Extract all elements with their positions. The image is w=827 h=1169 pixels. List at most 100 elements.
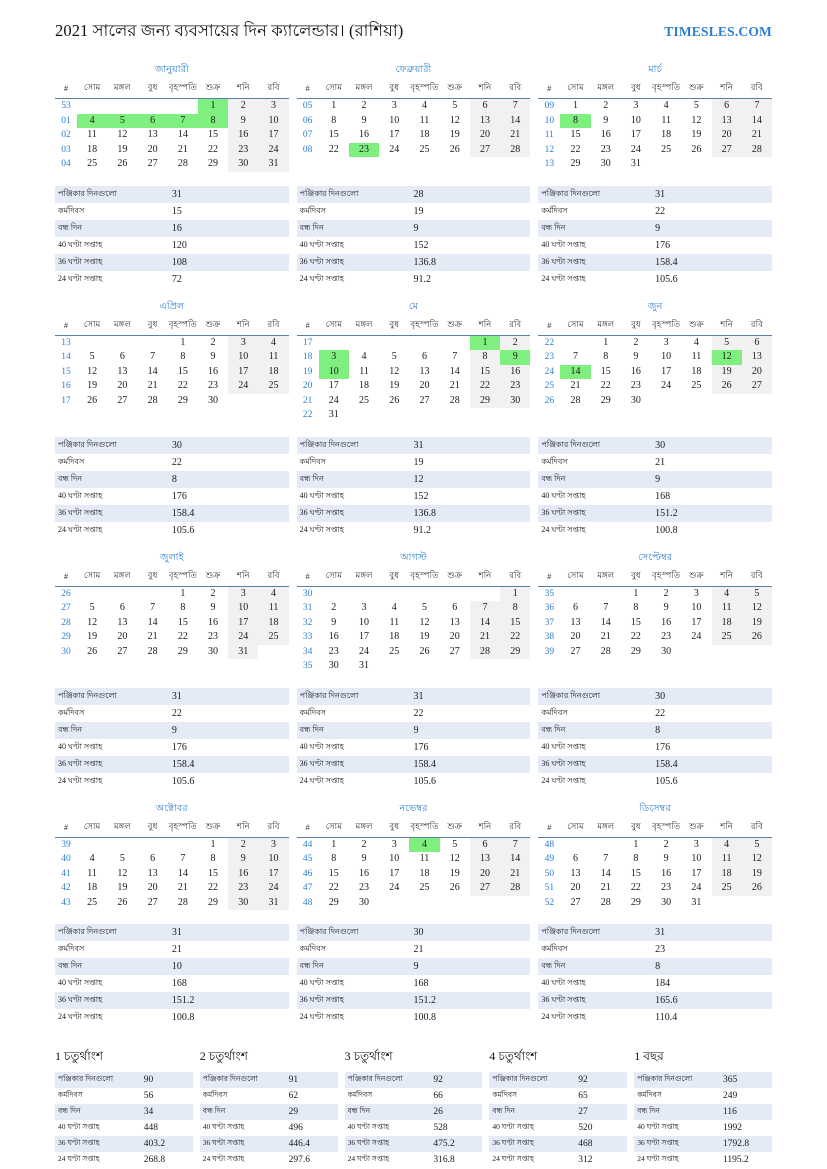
day-cell[interactable]: 18 bbox=[691, 365, 702, 377]
day-cell[interactable]: 20 bbox=[570, 882, 581, 893]
day-cell[interactable]: 20 bbox=[741, 364, 773, 379]
day-cell[interactable]: 30 bbox=[328, 660, 339, 671]
day-cell[interactable]: 2 bbox=[228, 837, 259, 852]
day-cell[interactable]: 16 bbox=[359, 867, 370, 879]
day-cell[interactable]: 27 bbox=[117, 645, 128, 657]
day-cell[interactable]: 2 bbox=[210, 336, 216, 348]
day-cell[interactable]: 19 bbox=[117, 882, 128, 893]
day-cell[interactable]: 10 bbox=[389, 114, 400, 126]
day-cell[interactable]: 13 bbox=[147, 867, 158, 879]
day-cell[interactable]: 14 bbox=[600, 867, 611, 879]
day-cell[interactable]: 27 bbox=[741, 379, 773, 394]
day-cell[interactable]: 25 bbox=[87, 896, 98, 908]
day-cell[interactable]: 28 bbox=[469, 644, 501, 659]
day-cell[interactable]: 23 bbox=[328, 645, 339, 657]
day-cell[interactable]: 16 bbox=[630, 365, 641, 377]
day-cell[interactable]: 31 bbox=[228, 644, 259, 659]
day-cell[interactable]: 9 bbox=[633, 351, 639, 362]
day-cell[interactable]: 30 bbox=[630, 394, 641, 406]
day-cell[interactable]: 20 bbox=[147, 143, 158, 155]
day-cell[interactable]: 4 bbox=[89, 853, 95, 864]
day-cell[interactable]: 12 bbox=[741, 601, 773, 616]
day-cell[interactable]: 12 bbox=[711, 350, 742, 365]
day-cell[interactable]: 4 bbox=[711, 586, 742, 601]
day-cell[interactable]: 7 bbox=[180, 853, 186, 864]
day-cell[interactable]: 8 bbox=[603, 351, 609, 362]
day-cell[interactable]: 2 bbox=[633, 336, 639, 348]
day-cell[interactable]: 4 bbox=[361, 351, 367, 362]
day-cell[interactable]: 14 bbox=[177, 867, 188, 879]
day-cell[interactable]: 5 bbox=[741, 837, 773, 852]
day-cell[interactable]: 13 bbox=[117, 365, 128, 377]
day-cell[interactable]: 25 bbox=[258, 379, 289, 394]
day-cell[interactable]: 25 bbox=[711, 881, 742, 896]
day-cell[interactable]: 20 bbox=[419, 380, 430, 391]
day-cell[interactable]: 30 bbox=[500, 393, 531, 408]
day-cell[interactable]: 11 bbox=[258, 350, 289, 365]
day-cell[interactable]: 8 bbox=[180, 602, 186, 613]
day-cell[interactable]: 5 bbox=[693, 100, 699, 111]
day-cell[interactable]: 23 bbox=[208, 380, 219, 391]
day-cell[interactable]: 26 bbox=[419, 645, 430, 657]
day-cell[interactable]: 1 bbox=[197, 98, 229, 114]
day-cell[interactable]: 10 bbox=[228, 601, 259, 616]
day-cell[interactable]: 23 bbox=[228, 142, 259, 157]
day-cell[interactable]: 10 bbox=[359, 616, 370, 628]
day-cell[interactable]: 4 bbox=[663, 100, 669, 111]
day-cell[interactable]: 29 bbox=[328, 896, 339, 908]
day-cell[interactable]: 26 bbox=[87, 394, 98, 406]
day-cell[interactable]: 15 bbox=[328, 867, 339, 879]
day-cell[interactable]: 9 bbox=[210, 602, 216, 613]
day-cell[interactable]: 24 bbox=[258, 881, 289, 896]
day-cell[interactable]: 3 bbox=[318, 350, 349, 365]
day-cell[interactable]: 7 bbox=[741, 98, 773, 114]
day-cell[interactable]: 12 bbox=[419, 616, 430, 628]
day-cell[interactable]: 8 bbox=[469, 350, 501, 365]
day-cell[interactable]: 24 bbox=[228, 379, 259, 394]
day-cell[interactable]: 17 bbox=[661, 365, 672, 377]
day-cell[interactable]: 22 bbox=[630, 882, 641, 893]
day-cell[interactable]: 28 bbox=[147, 394, 158, 406]
day-cell[interactable]: 31 bbox=[359, 660, 370, 671]
day-cell[interactable]: 17 bbox=[328, 380, 339, 391]
day-cell[interactable]: 20 bbox=[147, 882, 158, 893]
day-cell[interactable]: 27 bbox=[570, 645, 581, 657]
day-cell[interactable]: 1 bbox=[180, 587, 186, 599]
day-cell[interactable]: 3 bbox=[391, 838, 397, 850]
day-cell[interactable]: 16 bbox=[359, 129, 370, 140]
day-cell[interactable]: 19 bbox=[711, 364, 742, 379]
day-cell[interactable]: 26 bbox=[691, 143, 702, 155]
day-cell[interactable]: 19 bbox=[741, 615, 773, 630]
day-cell[interactable]: 15 bbox=[600, 365, 611, 377]
day-cell[interactable]: 14 bbox=[741, 113, 773, 128]
day-cell[interactable]: 7 bbox=[452, 351, 458, 362]
day-cell[interactable]: 24 bbox=[389, 882, 400, 893]
day-cell[interactable]: 10 bbox=[691, 853, 702, 864]
day-cell[interactable]: 5 bbox=[421, 602, 427, 613]
day-cell[interactable]: 18 bbox=[87, 882, 98, 893]
day-cell[interactable]: 31 bbox=[328, 409, 339, 420]
day-cell[interactable]: 6 bbox=[119, 602, 125, 613]
day-cell[interactable]: 21 bbox=[570, 380, 581, 391]
day-cell[interactable]: 7 bbox=[500, 98, 531, 114]
day-cell[interactable]: 23 bbox=[348, 142, 380, 157]
day-cell[interactable]: 18 bbox=[419, 129, 430, 140]
day-cell[interactable]: 22 bbox=[500, 630, 531, 645]
day-cell[interactable]: 3 bbox=[228, 335, 259, 350]
day-cell[interactable]: 18 bbox=[359, 380, 370, 391]
day-cell[interactable]: 6 bbox=[711, 98, 742, 114]
day-cell[interactable]: 7 bbox=[150, 351, 156, 362]
day-cell[interactable]: 14 bbox=[147, 365, 158, 377]
day-cell[interactable]: 8 bbox=[500, 601, 531, 616]
day-cell[interactable]: 11 bbox=[87, 129, 97, 140]
day-cell[interactable]: 17 bbox=[691, 616, 702, 628]
day-cell[interactable]: 23 bbox=[600, 143, 611, 155]
day-cell[interactable]: 14 bbox=[500, 113, 531, 128]
day-cell[interactable]: 18 bbox=[87, 143, 98, 155]
day-cell[interactable]: 14 bbox=[600, 616, 611, 628]
day-cell[interactable]: 22 bbox=[177, 380, 188, 391]
day-cell[interactable]: 2 bbox=[663, 587, 669, 599]
day-cell[interactable]: 1 bbox=[572, 100, 578, 111]
day-cell[interactable]: 15 bbox=[500, 615, 531, 630]
day-cell[interactable]: 8 bbox=[633, 602, 639, 613]
